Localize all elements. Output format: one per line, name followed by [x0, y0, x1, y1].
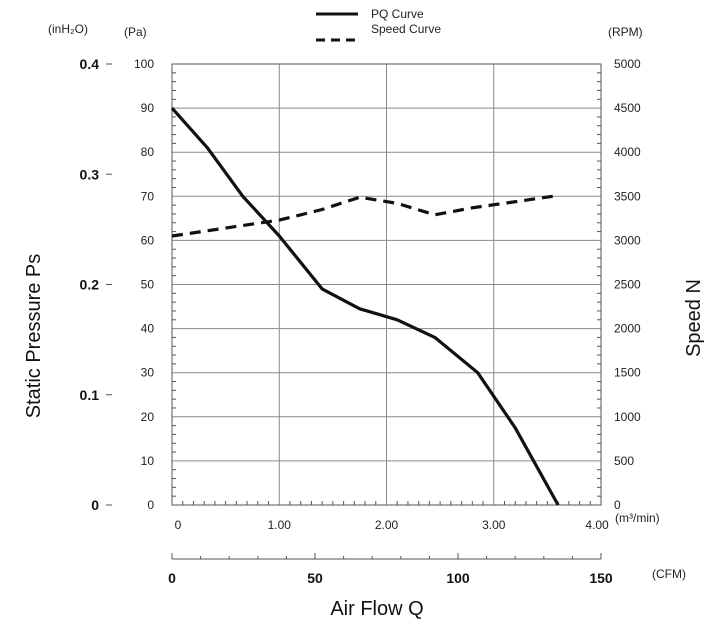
m3min-tick-label: 4.00 [585, 518, 609, 532]
speed-curve-line [171, 194, 553, 238]
rpm-tick-label: 4000 [614, 145, 641, 159]
pa-tick-label: 70 [141, 189, 155, 203]
grid [171, 63, 602, 506]
y-axis-title-left: Static Pressure Ps [23, 254, 45, 419]
series [170, 107, 560, 506]
rpm-tick-label: 0 [614, 498, 621, 512]
pa-tick-label: 100 [134, 57, 154, 71]
inh2o-tick-label: 0.4 [80, 56, 100, 72]
unit-inh2o: (inH₂O) [48, 22, 88, 36]
pa-tick-label: 60 [141, 233, 155, 247]
cfm-tick-label: 0 [168, 570, 176, 586]
pa-tick-label: 80 [141, 145, 155, 159]
y-axis-title-right: Speed N [683, 279, 705, 357]
rpm-tick-label: 1000 [614, 410, 641, 424]
pa-tick-label: 0 [147, 498, 154, 512]
m3min-tick-label: 0 [175, 518, 182, 532]
rpm-tick-label: 1500 [614, 366, 641, 380]
m3min-tick-label: 2.00 [375, 518, 399, 532]
pa-tick-label: 30 [141, 366, 155, 380]
tick-labels: 010203040506070809010000.10.20.30.405001… [80, 56, 641, 586]
inh2o-tick-label: 0.2 [80, 277, 100, 293]
cfm-tick-label: 100 [446, 570, 470, 586]
rpm-tick-label: 2000 [614, 322, 641, 336]
m3min-tick-label: 1.00 [268, 518, 292, 532]
plot-frame [171, 63, 602, 506]
unit-cfm: (CFM) [652, 567, 686, 581]
pa-tick-label: 10 [141, 454, 155, 468]
pa-tick-label: 90 [141, 101, 155, 115]
inh2o-tick-label: 0.3 [80, 166, 100, 182]
pa-tick-label: 40 [141, 322, 155, 336]
legend: PQ Curve Speed Curve [316, 7, 441, 42]
pa-tick-label: 50 [141, 278, 155, 292]
pa-tick-label: 20 [141, 410, 155, 424]
unit-pa: (Pa) [124, 25, 147, 39]
inh2o-tick-label: 0 [91, 497, 99, 513]
pq-curve-line [170, 107, 560, 506]
unit-rpm: (RPM) [608, 25, 643, 39]
cfm-tick-label: 50 [307, 570, 323, 586]
inh2o-tick-label: 0.1 [80, 387, 100, 403]
rpm-tick-label: 4500 [614, 101, 641, 115]
m3min-tick-label: 3.00 [482, 518, 506, 532]
rpm-tick-label: 2500 [614, 278, 641, 292]
unit-m3min: (m³/min) [615, 511, 660, 525]
rpm-tick-label: 3000 [614, 233, 641, 247]
rpm-tick-label: 500 [614, 454, 634, 468]
cfm-tick-label: 150 [589, 570, 613, 586]
x-axis-title: Air Flow Q [330, 598, 423, 620]
legend-speed-label: Speed Curve [371, 22, 441, 36]
axis-ticks [106, 63, 602, 560]
rpm-tick-label: 5000 [614, 57, 641, 71]
legend-pq-label: PQ Curve [371, 7, 424, 21]
rpm-tick-label: 3500 [614, 189, 641, 203]
